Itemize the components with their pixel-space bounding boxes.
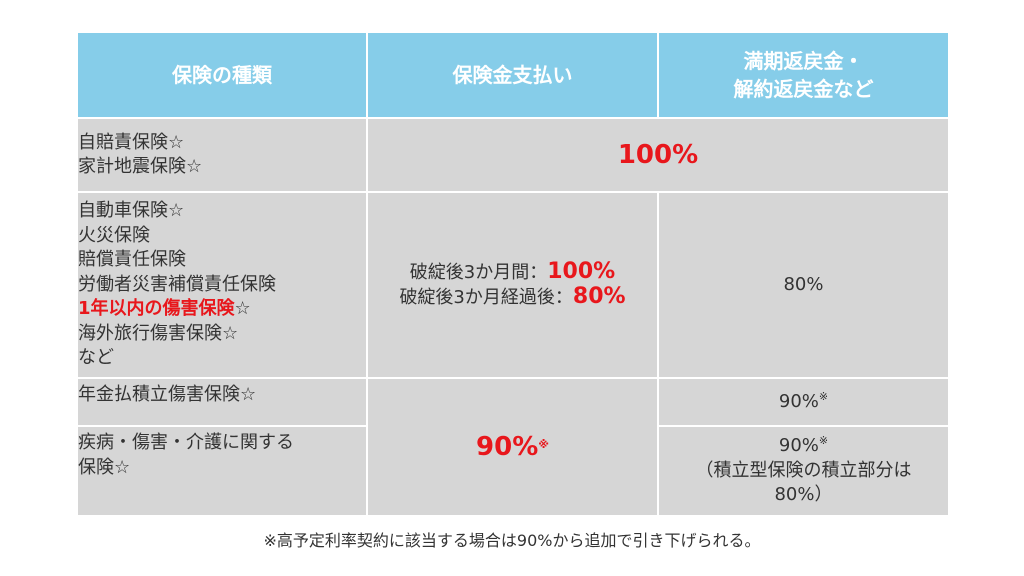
header-refund-line1: 満期返戻金・	[743, 49, 864, 73]
type-item: 家計地震保険☆	[78, 156, 203, 177]
payout-line: 破綻後3か月間：100%	[368, 258, 657, 286]
note-mark: ※	[818, 389, 829, 403]
refund-note: 80%）	[774, 484, 833, 506]
header-row: 保険の種類 保険金支払い 満期返戻金・ 解約返戻金など	[76, 31, 950, 119]
refund-cell: 80%	[657, 191, 950, 379]
payout-value: 100%	[617, 139, 699, 170]
highlight-text: 1年以内の傷害保険	[78, 298, 235, 320]
refund-note: （積立型保険の積立部分は	[695, 459, 912, 481]
payout-label: 破綻後3か月経過後：	[399, 287, 573, 308]
payout-value: 90%	[476, 431, 539, 462]
type-item: 賠償責任保険	[78, 249, 186, 271]
refund-cell: 90%※ （積立型保険の積立部分は 80%）	[657, 425, 950, 517]
star-mark: ☆	[234, 298, 251, 320]
type-cell: 疾病・傷害・介護に関する 保険☆	[76, 425, 368, 517]
header-payout: 保険金支払い	[366, 31, 659, 119]
header-insurance-type: 保険の種類	[76, 31, 368, 119]
header-refund-line2: 解約返戻金など	[733, 77, 874, 101]
note-mark: ※	[818, 434, 829, 448]
table-row: 自動車保険☆ 火災保険 賠償責任保険 労働者災害補償責任保険 1年以内の傷害保険…	[76, 191, 950, 379]
insurance-coverage-table: 保険の種類 保険金支払い 満期返戻金・ 解約返戻金など 自賠責保険☆ 家計地震保…	[76, 31, 950, 517]
table-row: 疾病・傷害・介護に関する 保険☆ 90%※ （積立型保険の積立部分は 80%）	[76, 425, 950, 517]
type-item: 労働者災害補償責任保険	[78, 273, 276, 295]
type-cell: 年金払積立傷害保険☆	[76, 377, 368, 427]
table-row: 年金払積立傷害保険☆ 90%※ 90%※	[76, 377, 950, 517]
table-row: 自賠責保険☆ 家計地震保険☆ 100%	[76, 117, 950, 193]
type-item: 自賠責保険☆	[78, 131, 185, 153]
payout-value: 100%	[547, 258, 616, 284]
type-item: 海外旅行傷害保険☆	[78, 322, 239, 344]
refund-value: 90%	[778, 390, 819, 412]
note-mark: ※	[538, 437, 549, 451]
refund-cell: 90%※	[657, 377, 950, 427]
type-item: 自動車保険☆	[78, 200, 185, 222]
payout-label: 破綻後3か月間：	[409, 261, 548, 283]
payout-cell: 破綻後3か月間：100% 破綻後3か月経過後：80%	[366, 191, 659, 379]
footnote: ※高予定利率契約に該当する場合は90%から追加で引き下げられる。	[263, 531, 761, 550]
refund-value: 90%	[778, 435, 819, 457]
type-item: 年金払積立傷害保険☆	[78, 384, 257, 405]
type-item: 疾病・傷害・介護に関する	[78, 432, 294, 453]
payout-value: 80%	[572, 284, 626, 309]
type-cell: 自賠責保険☆ 家計地震保険☆	[76, 117, 368, 193]
payout-shared-cell: 90%※	[366, 377, 659, 517]
type-item-highlighted: 1年以内の傷害保険☆	[78, 297, 366, 322]
type-item: 保険☆	[78, 456, 131, 478]
payout-merged-cell: 100%	[366, 117, 950, 193]
type-item: 火災保険	[78, 224, 150, 246]
type-item: など	[78, 347, 114, 369]
payout-line: 破綻後3か月経過後：80%	[368, 284, 657, 311]
header-refund: 満期返戻金・ 解約返戻金など	[657, 31, 950, 119]
refund-value-line: 90%※	[659, 434, 948, 459]
type-cell: 自動車保険☆ 火災保険 賠償責任保険 労働者災害補償責任保険 1年以内の傷害保険…	[76, 191, 368, 379]
